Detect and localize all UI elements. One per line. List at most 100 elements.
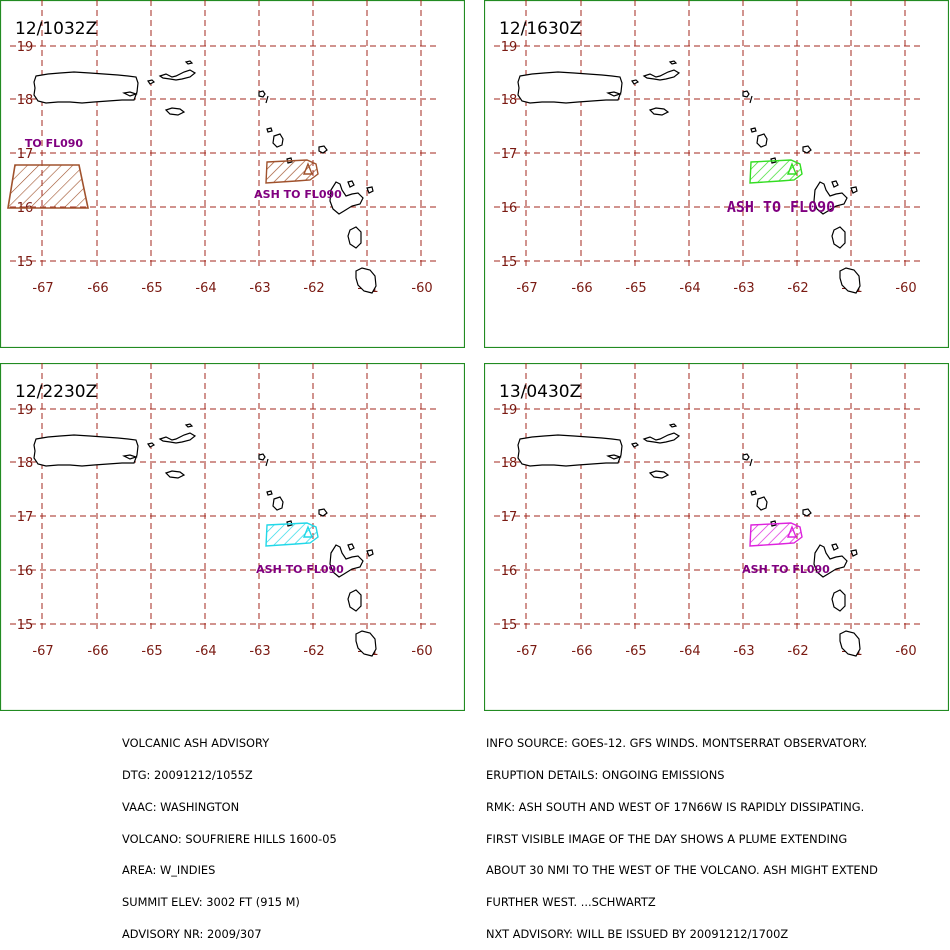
longitude-label: -63 (249, 644, 270, 659)
longitude-label: -62 (303, 281, 324, 296)
island-outline (750, 490, 757, 496)
advisory-line: ERUPTION DETAILS: ONGOING EMISSIONS (486, 767, 725, 782)
ash-level-label: ASH TO FL090 (727, 198, 835, 216)
island-outline (802, 508, 812, 517)
panel-border (484, 363, 949, 711)
valid-time-title: 12/2230Z (15, 382, 97, 402)
island-outline (831, 226, 846, 249)
advisory-line: VAAC: WASHINGTON (122, 799, 240, 814)
longitude-label: -62 (787, 281, 808, 296)
island-outline (850, 549, 858, 557)
island-outline (839, 267, 861, 294)
latitude-label: 15 (17, 255, 34, 270)
longitude-label: -60 (895, 281, 916, 296)
longitude-label: -60 (411, 644, 432, 659)
island-outline (272, 496, 284, 511)
island-outline (33, 434, 139, 467)
ash-cloud-area (749, 522, 803, 547)
island-outline (147, 79, 156, 85)
advisory-line: VOLCANO: SOUFRIERE HILLS 1600-05 (122, 831, 337, 846)
advisory-line: VOLCANIC ASH ADVISORY (122, 736, 270, 751)
advisory-line: FURTHER WEST. ...SCHWARTZ (486, 895, 656, 910)
longitude-label: -67 (516, 281, 537, 296)
advisory-line: AREA: W_INDIES (122, 863, 216, 878)
latitude-label: 17 (17, 147, 34, 162)
latitude-label: 18 (17, 93, 34, 108)
island-outline (742, 453, 750, 461)
island-outline (813, 181, 848, 215)
island-outline (258, 453, 266, 461)
longitude-label: -64 (679, 644, 700, 659)
advisory-line: RMK: ASH SOUTH AND WEST OF 17N66W IS RAP… (486, 799, 865, 814)
longitude-label: -67 (516, 644, 537, 659)
panel-border (484, 0, 949, 348)
island-outline (355, 630, 377, 657)
island-outline (648, 107, 670, 116)
ash-cloud-area-west (7, 164, 89, 209)
island-outline (265, 95, 269, 104)
volcano-icon (786, 162, 798, 175)
longitude-label: -64 (195, 281, 216, 296)
advisory-line: DTG: 20091212/1055Z (122, 767, 253, 782)
ash-level-label: ASH TO FL090 (742, 563, 830, 576)
longitude-label: -65 (141, 644, 162, 659)
island-outline (642, 69, 681, 81)
island-outline (831, 543, 839, 551)
ash-cloud-area (749, 159, 803, 184)
island-outline (158, 69, 197, 81)
longitude-label: -66 (87, 281, 108, 296)
longitude-label: -60 (895, 644, 916, 659)
island-outline (366, 549, 374, 557)
advisory-remarks-text: INFO SOURCE: GOES-12. GFS WINDS. MONTSER… (486, 717, 878, 950)
island-outline (147, 442, 156, 448)
island-outline (266, 127, 273, 133)
longitude-label: -62 (303, 644, 324, 659)
latitude-label: 17 (17, 510, 34, 525)
island-outline (839, 630, 861, 657)
longitude-label: -65 (141, 281, 162, 296)
ash-cloud-area (265, 159, 319, 184)
latitude-label: 17 (501, 147, 518, 162)
latitude-label: 18 (17, 456, 34, 471)
island-outline (831, 589, 846, 612)
ash-level-label: ASH TO FL090 (254, 188, 342, 201)
longitude-label: -64 (195, 644, 216, 659)
volcano-icon (302, 162, 314, 175)
island-outline (184, 60, 194, 65)
island-outline (631, 79, 640, 85)
island-outline (318, 508, 328, 517)
latitude-label: 15 (501, 255, 518, 270)
island-outline (33, 71, 139, 104)
longitude-label: -65 (625, 644, 646, 659)
island-outline (265, 458, 269, 467)
longitude-label: -63 (733, 281, 754, 296)
island-outline (749, 95, 753, 104)
latitude-label: 16 (501, 201, 518, 216)
longitude-label: -66 (571, 281, 592, 296)
island-outline (668, 60, 678, 65)
island-outline (347, 226, 362, 249)
island-outline (347, 543, 355, 551)
island-outline (802, 145, 812, 154)
island-outline (272, 133, 284, 148)
longitude-label: -66 (571, 644, 592, 659)
island-outline (606, 91, 622, 97)
island-outline (158, 432, 197, 444)
longitude-label: -67 (32, 281, 53, 296)
ash-cloud-area (265, 522, 319, 547)
island-outline (122, 91, 138, 97)
latitude-label: 18 (501, 93, 518, 108)
island-outline (164, 107, 186, 116)
latitude-label: 19 (501, 403, 518, 418)
island-outline (813, 544, 848, 578)
island-outline (631, 442, 640, 448)
advisory-line: SUMMIT ELEV: 3002 FT (915 M) (122, 895, 300, 910)
latitude-label: 16 (501, 564, 518, 579)
island-outline (749, 458, 753, 467)
island-outline (850, 186, 858, 194)
advisory-line: FIRST VISIBLE IMAGE OF THE DAY SHOWS A P… (486, 831, 848, 846)
island-outline (164, 470, 186, 479)
